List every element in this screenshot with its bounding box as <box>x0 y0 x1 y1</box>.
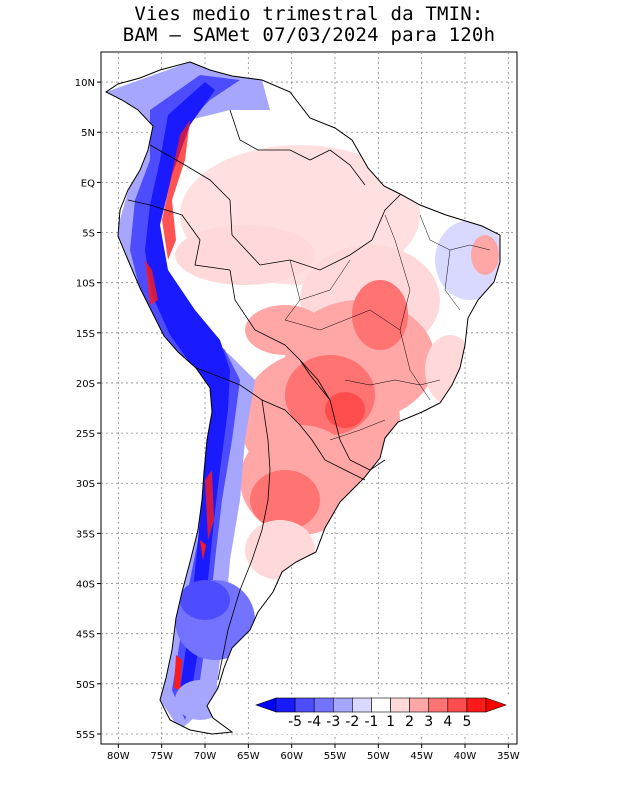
colorbar-swatch <box>313 697 334 713</box>
colorbar-swatch <box>409 697 430 713</box>
colorbar: -5 -4 -3 -2 -1 1 2 3 4 5 <box>252 696 510 734</box>
y-tick-label: EQ <box>81 178 95 189</box>
state-borders <box>284 214 491 441</box>
x-tick-label: 45W <box>410 751 433 762</box>
colorbar-swatch <box>447 697 468 713</box>
y-tick-label: 40S <box>76 580 95 591</box>
colorbar-label: -3 <box>326 714 340 730</box>
y-tick-label: 20S <box>76 379 95 390</box>
country-borders <box>127 109 401 681</box>
y-tick-label: 10S <box>76 279 95 290</box>
y-tick-label: 55S <box>76 730 95 741</box>
colorbar-label: -4 <box>307 714 321 730</box>
y-tick-label: 45S <box>76 630 95 641</box>
colorbar-label: 5 <box>462 714 471 730</box>
x-tick-label: 60W <box>280 751 303 762</box>
colorbar-swatch <box>352 697 372 713</box>
y-tick-label: 50S <box>76 680 95 691</box>
map-subtitle: BAM – SAMet 07/03/2024 para 120h <box>122 24 496 46</box>
colorbar-swatch <box>390 697 410 713</box>
y-tick-label: 25S <box>76 429 95 440</box>
x-tick-label: 75W <box>150 751 173 762</box>
x-tick-label: 35W <box>497 751 520 762</box>
x-tick-label: 50W <box>367 751 390 762</box>
colorbar-swatch <box>371 697 391 713</box>
y-tick-label: 30S <box>76 479 95 490</box>
y-axis: 10N 5N EQ 5S 10S 15S 20S 25S 30S 35S 40S 45S 50S 55S <box>75 78 101 741</box>
colorbar-swatch <box>332 697 353 713</box>
colorbar-swatch <box>466 697 487 713</box>
colorbar-swatch <box>275 697 296 713</box>
colorbar-label: -2 <box>345 714 359 730</box>
y-tick-label: 15S <box>76 329 95 340</box>
y-tick-label: 10N <box>75 78 95 89</box>
map-title: Vies medio trimestral da TMIN: <box>134 3 484 25</box>
coastline <box>105 61 501 735</box>
x-axis: 80W 75W 70W 65W 60W 55W 50W 45W 40W 35W <box>107 744 520 762</box>
colorbar-label: -5 <box>288 714 302 730</box>
x-tick-label: 55W <box>324 751 347 762</box>
x-tick-label: 40W <box>454 751 477 762</box>
x-tick-label: 70W <box>194 751 217 762</box>
colorbar-label: 1 <box>386 714 395 730</box>
x-tick-label: 65W <box>237 751 260 762</box>
colorbar-label: -1 <box>364 714 378 730</box>
colorbar-swatch <box>294 697 315 713</box>
colorbar-arrow-high <box>485 697 507 713</box>
colorbar-swatch <box>428 697 449 713</box>
y-tick-label: 5N <box>81 128 95 139</box>
colorbar-label: 4 <box>443 714 452 730</box>
x-tick-label: 80W <box>107 751 130 762</box>
colorbar-label: 2 <box>405 714 414 730</box>
y-tick-label: 5S <box>82 229 95 240</box>
y-tick-label: 35S <box>76 529 95 540</box>
colorbar-label: 3 <box>424 714 433 730</box>
